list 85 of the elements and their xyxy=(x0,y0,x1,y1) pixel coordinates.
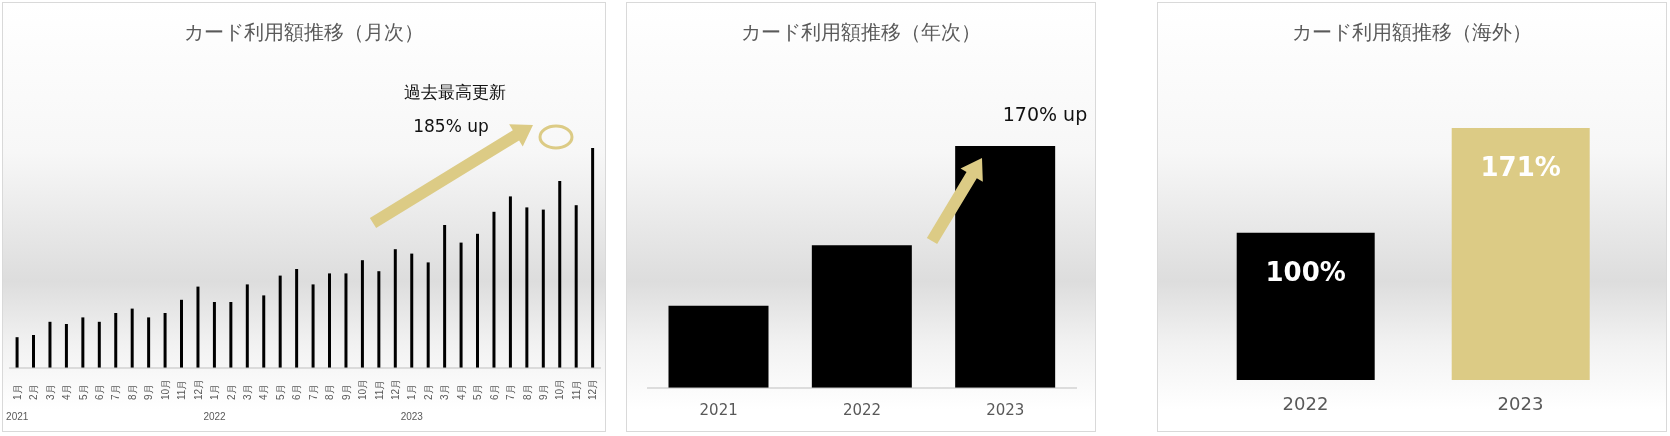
x-tick-label: 11月 xyxy=(570,379,582,400)
x-tick-label: 3月 xyxy=(44,384,56,400)
bar xyxy=(163,313,167,368)
bar xyxy=(328,273,332,368)
x-tick-label: 3月 xyxy=(241,384,253,400)
x-tick-label: 6月 xyxy=(488,384,500,400)
text: 185% up xyxy=(412,116,490,136)
bar xyxy=(262,295,266,368)
bar xyxy=(196,286,200,368)
x-tick-label: 2月 xyxy=(28,384,40,400)
x-tick-label: 1月 xyxy=(209,384,221,400)
bar xyxy=(410,253,414,368)
bar xyxy=(229,302,233,368)
bar xyxy=(97,321,101,368)
data-label: 100% xyxy=(1265,256,1346,287)
x-tick-label: 2023 xyxy=(1497,393,1544,414)
x-tick-label: 5月 xyxy=(274,384,286,400)
bar xyxy=(492,211,496,368)
bar xyxy=(574,205,578,368)
x-tick-label: 7月 xyxy=(110,384,122,400)
bar xyxy=(48,321,52,368)
x-tick-label: 5月 xyxy=(77,384,89,400)
x-tick-label: 5月 xyxy=(472,384,484,400)
x-tick-label: 7月 xyxy=(505,384,517,400)
bar xyxy=(64,324,68,368)
bar xyxy=(147,317,151,368)
text: 170% up xyxy=(1001,103,1089,125)
x-tick-label: 4月 xyxy=(455,384,467,400)
bar xyxy=(295,269,299,368)
bar xyxy=(558,181,562,368)
bar xyxy=(180,299,184,368)
bar xyxy=(81,317,85,368)
bar xyxy=(245,284,249,368)
bar xyxy=(393,249,397,368)
x-tick-label: 2023 xyxy=(986,401,1025,419)
x-tick-label: 11月 xyxy=(176,379,188,400)
x-tick-label: 12月 xyxy=(192,378,204,400)
x-tick-label: 2022 xyxy=(1282,393,1329,414)
x-tick-label: 1月 xyxy=(406,384,418,400)
bar xyxy=(130,308,134,368)
bar xyxy=(377,271,381,368)
bar xyxy=(426,262,430,368)
data-label: 171% xyxy=(1480,152,1561,182)
bar xyxy=(212,302,216,368)
bar xyxy=(114,313,118,368)
x-tick-label: 12月 xyxy=(587,378,599,400)
bar xyxy=(360,260,364,368)
x-tick-label: 1月 xyxy=(11,384,23,400)
bar xyxy=(541,209,545,368)
bar xyxy=(32,335,36,368)
x-tick-label: 2月 xyxy=(225,384,237,400)
x-tick-label: 9月 xyxy=(143,384,155,400)
bar xyxy=(15,337,19,368)
x-tick-label: 10月 xyxy=(159,378,171,400)
chart-title: カード利用額推移（年次） xyxy=(740,19,982,46)
x-tick-label: 6月 xyxy=(291,384,303,400)
bar xyxy=(344,273,348,368)
x-tick-label: 10月 xyxy=(554,378,566,400)
bar xyxy=(525,207,529,368)
bar xyxy=(443,225,447,368)
x-tick-label: 9月 xyxy=(340,384,352,400)
bar xyxy=(459,242,463,368)
x-tick-label: 4月 xyxy=(61,384,73,400)
x-tick-label: 6月 xyxy=(93,384,105,400)
x-tick-label: 12月 xyxy=(389,378,401,400)
x-tick-label: 7月 xyxy=(307,384,319,400)
chart-title: カード利用額推移（海外） xyxy=(1291,19,1533,46)
x-tick-label: 2021 xyxy=(699,401,738,419)
x-tick-label: 11月 xyxy=(373,379,385,400)
x-tick-label: 10月 xyxy=(357,378,369,400)
x-tick-label: 8月 xyxy=(324,384,336,400)
bar xyxy=(476,233,480,368)
x-tick-label: 3月 xyxy=(439,384,451,400)
x-tick-label: 4月 xyxy=(258,384,270,400)
chart-title: カード利用額推移（月次） xyxy=(183,19,425,46)
bar xyxy=(278,275,282,368)
x-tick-label: 8月 xyxy=(521,384,533,400)
text: 過去最高更新 xyxy=(403,81,507,104)
x-tick-label: 9月 xyxy=(537,384,549,400)
bar xyxy=(591,148,595,368)
bar xyxy=(508,196,512,368)
x-tick-label: 2月 xyxy=(422,384,434,400)
bar xyxy=(311,284,315,368)
x-tick-label: 2022 xyxy=(842,401,882,419)
x-tick-label: 8月 xyxy=(126,384,138,400)
